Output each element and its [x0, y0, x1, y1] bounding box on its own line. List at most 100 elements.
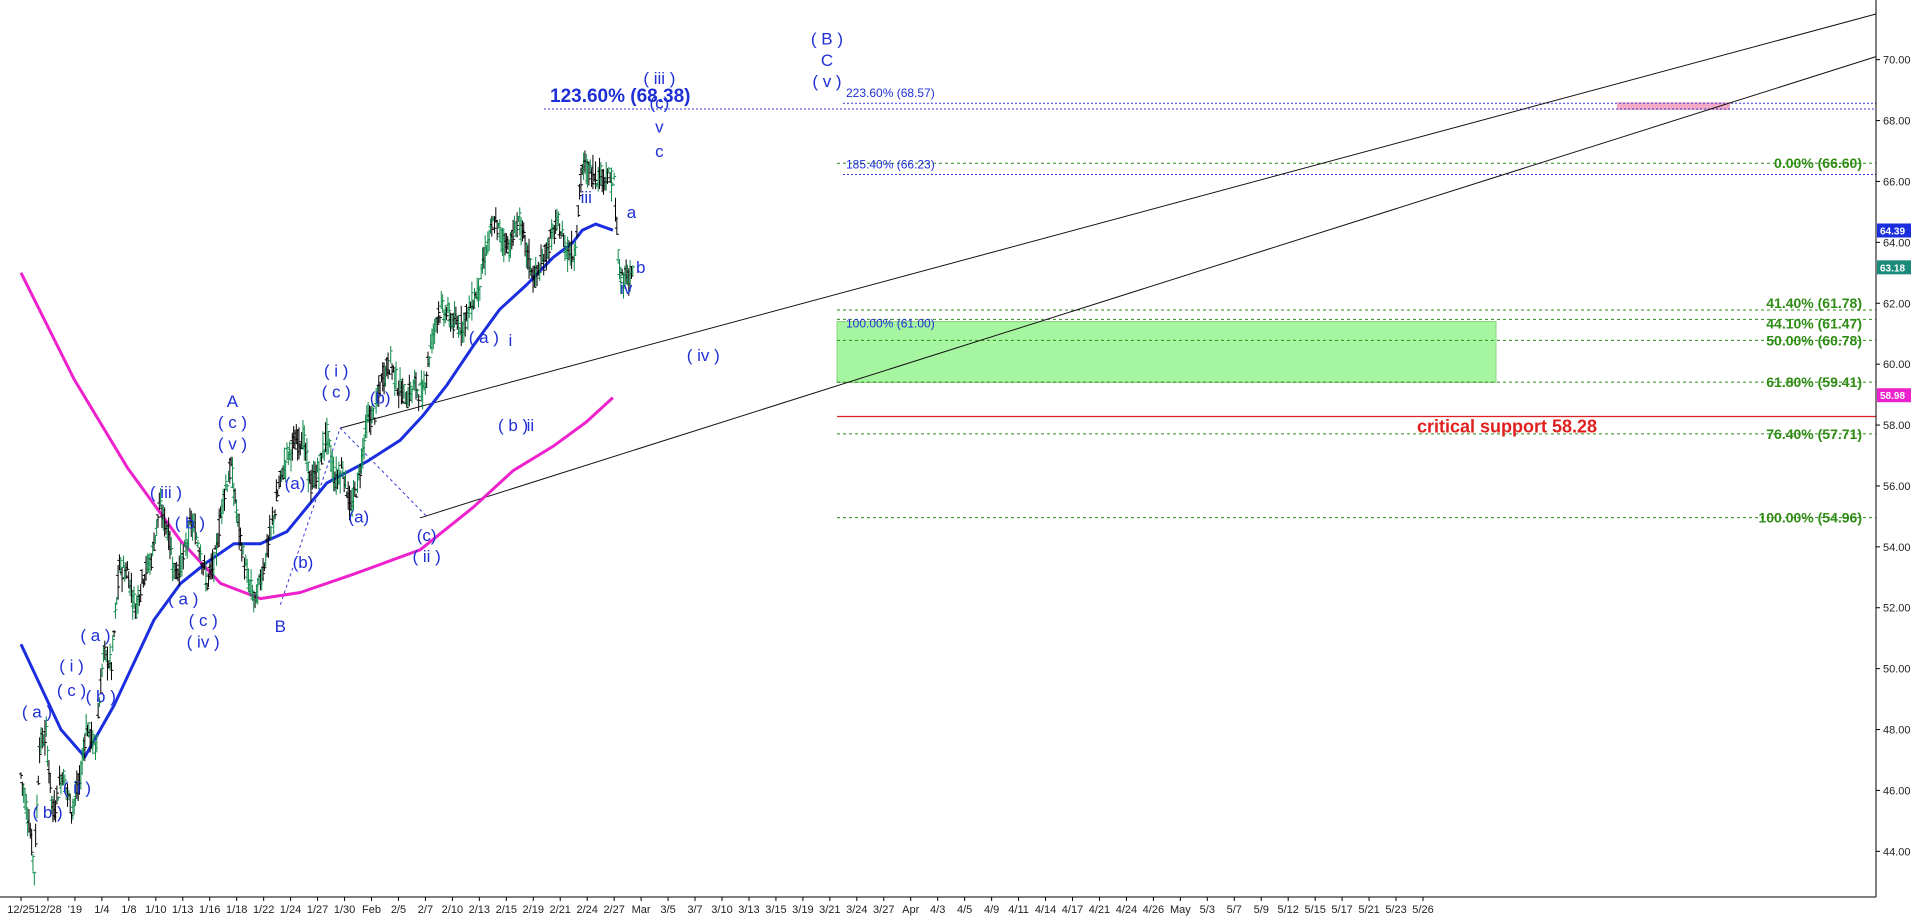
x-tick-label: 1/4 [94, 904, 109, 916]
x-tick-label: 1/18 [226, 904, 247, 916]
wave-label: (c) [649, 93, 669, 112]
wave-label: (b) [293, 553, 314, 572]
wave-label: a [627, 203, 637, 222]
moving-average-layer [19, 222, 614, 759]
x-tick-label: 5/9 [1254, 904, 1269, 916]
big-fib-label: 123.60% (68.38) [550, 86, 691, 107]
x-tick-label: 1/13 [172, 904, 193, 916]
target-zone [836, 321, 1497, 383]
wave-label: ( b ) [86, 687, 116, 706]
wave-label: ( B ) [811, 29, 843, 48]
annotation-text-layer: 0.00% (66.60) 41.40% (61.78) 44.10% (61.47… [550, 86, 1862, 526]
x-tick-label: 2/19 [523, 904, 544, 916]
x-tick-label: 5/23 [1385, 904, 1406, 916]
fib-label: 41.40% (61.78) [1766, 295, 1862, 311]
wave-label: c [655, 142, 664, 161]
wave-label: ( a ) [469, 328, 499, 347]
y-tick-label: 70.00 [1883, 55, 1911, 67]
x-tick-label: '19 [68, 904, 82, 916]
wave-label: ( c ) [218, 413, 247, 432]
fib-label: 0.00% (66.60) [1774, 155, 1862, 171]
fib-top-label: 223.60% (68.57) [846, 86, 935, 100]
wave-connector [279, 427, 428, 605]
wave-label: ii [527, 416, 535, 435]
y-tick-label: 62.00 [1883, 298, 1911, 310]
x-tick-label: Mar [632, 904, 651, 916]
blue-ma-value-tag: 64.39 [1880, 226, 1905, 237]
wave-label: ( i ) [59, 657, 84, 676]
x-tick-label: Feb [362, 904, 381, 916]
wave-label: iv [620, 279, 633, 298]
fib-label: 100.00% (54.96) [1758, 510, 1862, 526]
blue-ma-value-tag-bg [1877, 223, 1911, 238]
x-tick-label: 1/22 [253, 904, 274, 916]
wave-label: ( iii ) [150, 483, 182, 502]
last-price-tag: 63.18 [1880, 263, 1905, 274]
x-tick-label: 3/13 [738, 904, 759, 916]
x-tick-label: 4/21 [1089, 904, 1110, 916]
channel-lines-layer [279, 13, 1877, 605]
price-bars-layer [19, 150, 635, 886]
y-tick-label: 68.00 [1883, 116, 1911, 128]
fib-label: 44.10% (61.47) [1766, 315, 1862, 331]
wave-label: ( c ) [322, 383, 351, 402]
x-tick-label: 1/16 [199, 904, 220, 916]
wave-label: ( b ) [32, 803, 62, 822]
wave-label: ( a ) [22, 702, 52, 721]
x-tick-label: 5/3 [1200, 904, 1215, 916]
y-tick-label: 48.00 [1883, 725, 1911, 737]
wave-label: ( b ) [498, 416, 528, 435]
x-tick-label: 4/5 [957, 904, 972, 916]
x-tick-label: 2/24 [576, 904, 597, 916]
wave-label: (b) [370, 389, 391, 408]
x-tick-label: 1/10 [145, 904, 166, 916]
x-tick-label: 2/15 [496, 904, 517, 916]
x-tick-label: 12/25 [7, 904, 35, 916]
wave-label: ( ii ) [63, 778, 91, 797]
wave-label: ( i ) [324, 361, 349, 380]
x-tick-label: 5/17 [1331, 904, 1352, 916]
y-tick-label: 56.00 [1883, 481, 1911, 493]
channel-upper [340, 13, 1877, 429]
wave-label: ( iv ) [187, 632, 220, 651]
y-tick-label: 58.00 [1883, 420, 1911, 432]
channel-lower [419, 56, 1877, 519]
x-tick-label: 1/30 [334, 904, 355, 916]
x-tick-label: 5/26 [1412, 904, 1433, 916]
fib-label: 61.80% (59.41) [1766, 374, 1862, 390]
wave-label: C [821, 51, 833, 70]
x-tick-label: 4/26 [1143, 904, 1164, 916]
x-tick-label: 2/27 [603, 904, 624, 916]
magenta-ma-value-tag-bg [1877, 388, 1911, 403]
x-tick-label: 3/21 [819, 904, 840, 916]
x-tick-label: 4/17 [1062, 904, 1083, 916]
x-tick-label: 1/27 [307, 904, 328, 916]
fib-label: 50.00% (60.78) [1766, 332, 1862, 348]
wave-label: (c) [417, 526, 437, 545]
wave-label: ( iii ) [643, 69, 675, 88]
x-tick-label: 5/15 [1304, 904, 1325, 916]
wave-label: A [227, 392, 239, 411]
x-tick-label: 4/9 [984, 904, 999, 916]
x-tick-label: Apr [902, 904, 919, 916]
x-tick-label: 3/24 [846, 904, 867, 916]
x-tick-label: 3/15 [765, 904, 786, 916]
y-tick-label: 44.00 [1883, 846, 1911, 858]
fib-lines-layer [544, 102, 1876, 519]
y-tick-label: 54.00 [1883, 542, 1911, 554]
x-tick-label: 4/3 [930, 904, 945, 916]
x-tick-label: 2/10 [442, 904, 463, 916]
x-tick-label: May [1170, 904, 1191, 916]
wave-label: ( a ) [80, 626, 110, 645]
pink-target-zone [1617, 102, 1730, 110]
y-tick-label: 60.00 [1883, 359, 1911, 371]
wave-label: ( c ) [57, 681, 86, 700]
wave-label: (a) [348, 507, 369, 526]
blue-moving-average [19, 222, 614, 759]
wave-label: b [636, 258, 645, 277]
x-tick-label: 3/7 [687, 904, 702, 916]
wave-label: i [509, 331, 513, 350]
